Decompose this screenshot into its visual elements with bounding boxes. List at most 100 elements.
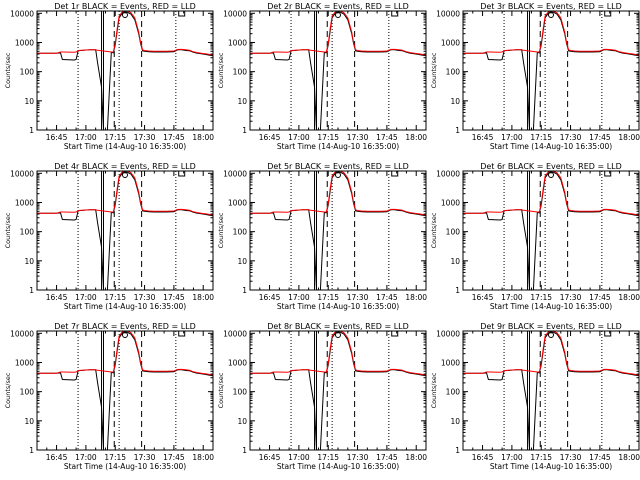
panel-title: Det 4r BLACK = Events, RED = LLD: [54, 162, 196, 171]
x-tick-label: 16:45: [259, 293, 281, 302]
lld-series-line: [250, 171, 426, 216]
x-tick-label: 17:45: [163, 293, 185, 302]
x-tick-label: 17:15: [104, 133, 126, 142]
plot-frame: [249, 330, 427, 451]
plot-frame: [249, 170, 427, 291]
y-axis-label: Counts/sec: [4, 52, 12, 88]
y-axis-label: Counts/sec: [430, 52, 438, 88]
events-series-line: [250, 11, 426, 130]
lld-series-line: [250, 11, 426, 56]
x-tick-label: 17:00: [501, 453, 523, 462]
x-tick-label: 17:30: [134, 293, 156, 302]
y-axis-label: Counts/sec: [217, 52, 225, 88]
y-tick-label: 100: [20, 228, 35, 237]
y-tick-label: 10000: [223, 169, 247, 178]
x-tick-label: 17:45: [589, 293, 611, 302]
x-tick-label: 17:15: [530, 133, 552, 142]
y-tick-label: 1000: [228, 198, 247, 207]
y-tick-label: 10000: [436, 169, 460, 178]
x-tick-label: 17:30: [134, 453, 156, 462]
x-tick-label: 17:45: [376, 293, 398, 302]
x-tick-label: 16:45: [46, 133, 68, 142]
y-axis-label: Counts/sec: [430, 212, 438, 248]
y-tick-label: 100: [20, 68, 35, 77]
x-tick-label: 17:30: [560, 133, 582, 142]
y-axis-label: Counts/sec: [4, 372, 12, 408]
y-tick-label: 10: [237, 257, 247, 266]
x-tick-label: 17:45: [376, 453, 398, 462]
x-tick-label: 18:00: [405, 293, 427, 302]
y-tick-label: 10: [450, 417, 460, 426]
y-tick-label: 100: [233, 228, 248, 237]
plot-frame: [36, 330, 214, 451]
events-series-line: [37, 331, 213, 450]
x-axis-label: Start Time (14-Aug-10 16:35:00): [490, 462, 612, 471]
x-tick-label: 16:45: [259, 453, 281, 462]
y-tick-label: 10: [450, 97, 460, 106]
panel-title: Det 6r BLACK = Events, RED = LLD: [480, 162, 622, 171]
y-axis-label: Counts/sec: [217, 212, 225, 248]
x-tick-label: 17:30: [347, 293, 369, 302]
y-tick-label: 1000: [441, 198, 460, 207]
y-tick-label: 100: [446, 68, 461, 77]
x-tick-label: 17:30: [347, 453, 369, 462]
x-tick-label: 18:00: [192, 453, 214, 462]
x-tick-label: 17:15: [317, 453, 339, 462]
y-tick-label: 100: [446, 388, 461, 397]
x-axis-label: Start Time (14-Aug-10 16:35:00): [277, 462, 399, 471]
y-tick-label: 1: [242, 126, 247, 135]
detector-panel-9r: 1 10 100 1000 10000 16:45 17:00 17:15 17:30 17:45…: [430, 322, 640, 471]
y-tick-label: 1000: [15, 358, 34, 367]
events-series-line: [463, 11, 639, 130]
y-tick-label: 1000: [228, 38, 247, 47]
x-tick-label: 16:45: [472, 293, 494, 302]
x-tick-label: 17:30: [347, 133, 369, 142]
x-axis-label: Start Time (14-Aug-10 16:35:00): [490, 302, 612, 311]
plot-frame: [249, 10, 427, 131]
y-tick-label: 1: [455, 286, 460, 295]
x-tick-label: 17:00: [501, 133, 523, 142]
x-tick-label: 17:15: [317, 293, 339, 302]
panel-title: Det 1r BLACK = Events, RED = LLD: [54, 2, 196, 11]
events-series-line: [37, 171, 213, 290]
y-tick-label: 10000: [10, 169, 34, 178]
y-axis-label: Counts/sec: [4, 212, 12, 248]
x-axis-label: Start Time (14-Aug-10 16:35:00): [277, 302, 399, 311]
events-series-line: [37, 11, 213, 130]
y-tick-label: 1000: [15, 38, 34, 47]
x-tick-label: 17:15: [530, 453, 552, 462]
events-series-line: [463, 171, 639, 290]
y-tick-label: 1000: [228, 358, 247, 367]
y-tick-label: 10000: [10, 9, 34, 18]
y-tick-label: 10000: [10, 329, 34, 338]
plot-frame: [462, 10, 640, 131]
panel-title: Det 7r BLACK = Events, RED = LLD: [54, 322, 196, 331]
y-axis-label: Counts/sec: [217, 372, 225, 408]
panel-title: Det 3r BLACK = Events, RED = LLD: [480, 2, 622, 11]
x-tick-label: 18:00: [192, 293, 214, 302]
x-tick-label: 16:45: [259, 133, 281, 142]
x-tick-label: 17:00: [75, 453, 97, 462]
events-series-line: [250, 171, 426, 290]
y-tick-label: 10: [24, 417, 34, 426]
y-tick-label: 10: [24, 97, 34, 106]
events-series-line: [463, 331, 639, 450]
y-tick-label: 10000: [436, 329, 460, 338]
x-tick-label: 18:00: [618, 453, 640, 462]
plot-frame: [462, 330, 640, 451]
y-tick-label: 1000: [15, 198, 34, 207]
plot-frame: [36, 10, 214, 131]
x-tick-label: 16:45: [472, 453, 494, 462]
x-tick-label: 17:00: [288, 293, 310, 302]
y-tick-label: 1000: [441, 358, 460, 367]
detector-panel-7r: 1 10 100 1000 10000 16:45 17:00 17:15 17:30 17:45…: [4, 322, 214, 471]
x-tick-label: 17:45: [163, 453, 185, 462]
detector-panel-1r: 1 10 100 1000 10000 16:45 17:00 17:15 17:30 17:45…: [4, 2, 214, 151]
y-tick-label: 10000: [436, 9, 460, 18]
x-tick-label: 17:00: [75, 133, 97, 142]
x-tick-label: 17:45: [376, 133, 398, 142]
y-tick-label: 10: [237, 417, 247, 426]
x-tick-label: 18:00: [405, 133, 427, 142]
y-tick-label: 1: [29, 286, 34, 295]
